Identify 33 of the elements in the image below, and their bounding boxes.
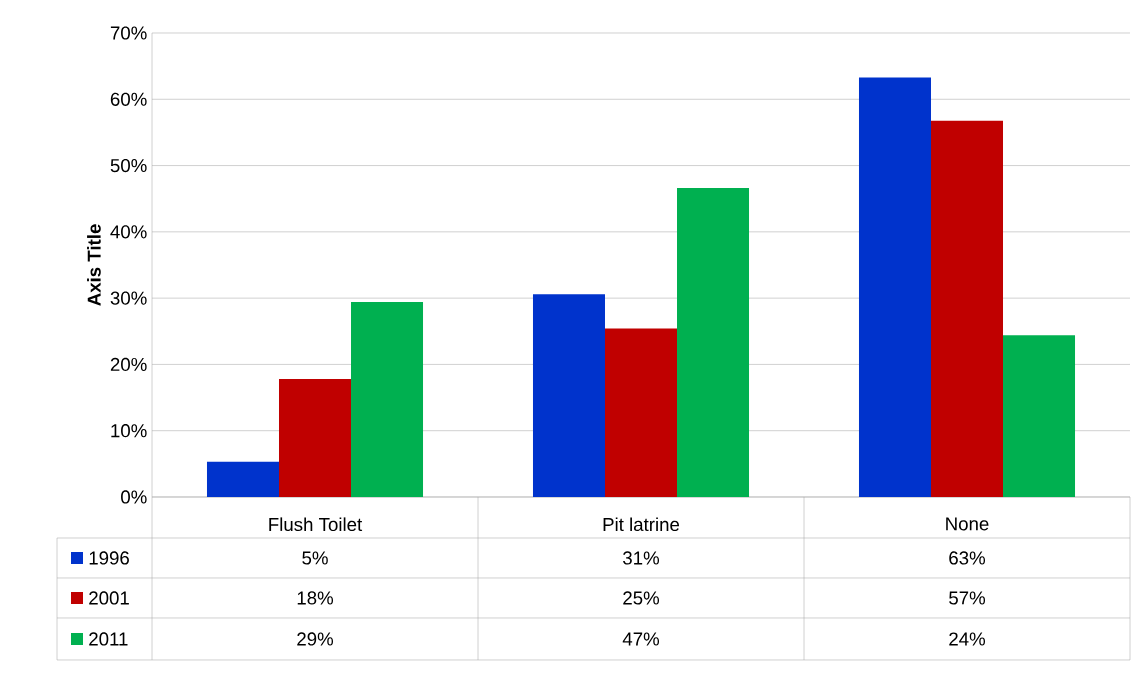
bar	[206, 461, 279, 497]
data-label: 29%	[297, 632, 334, 646]
bar	[677, 188, 750, 497]
bar	[931, 120, 1004, 497]
y-tick-label: 40%	[110, 225, 147, 239]
legend-label: 1996	[89, 551, 129, 565]
data-label: 47%	[622, 632, 660, 646]
bar	[279, 379, 352, 497]
data-label: 25%	[623, 591, 660, 605]
x-tick-label: Flush Toilet	[269, 517, 363, 532]
bar	[532, 294, 605, 497]
y-axis-title: Axis Title	[87, 224, 101, 306]
legend-label: 2011	[89, 632, 128, 646]
x-tick-label: Pit latrine	[603, 517, 680, 532]
data-label: 31%	[623, 551, 660, 565]
bar	[351, 302, 424, 497]
data-label: 63%	[949, 551, 986, 565]
data-label: 24%	[949, 632, 986, 646]
y-tick-label: 60%	[110, 92, 147, 106]
data-label: 57%	[949, 591, 986, 605]
data-label: 18%	[297, 591, 334, 605]
data-label: 5%	[302, 551, 328, 565]
bar	[1003, 335, 1076, 497]
y-tick-label: 20%	[110, 357, 147, 372]
y-tick-label: 70%	[110, 26, 147, 40]
x-tick-label: None	[946, 517, 989, 531]
bar	[858, 77, 931, 497]
y-tick-label: 50%	[110, 158, 147, 173]
y-tick-label: 30%	[110, 291, 147, 305]
y-tick-label: 0%	[121, 490, 147, 504]
legend-label: 2001	[89, 591, 129, 605]
bar	[605, 328, 678, 497]
y-tick-label: 10%	[111, 424, 147, 438]
